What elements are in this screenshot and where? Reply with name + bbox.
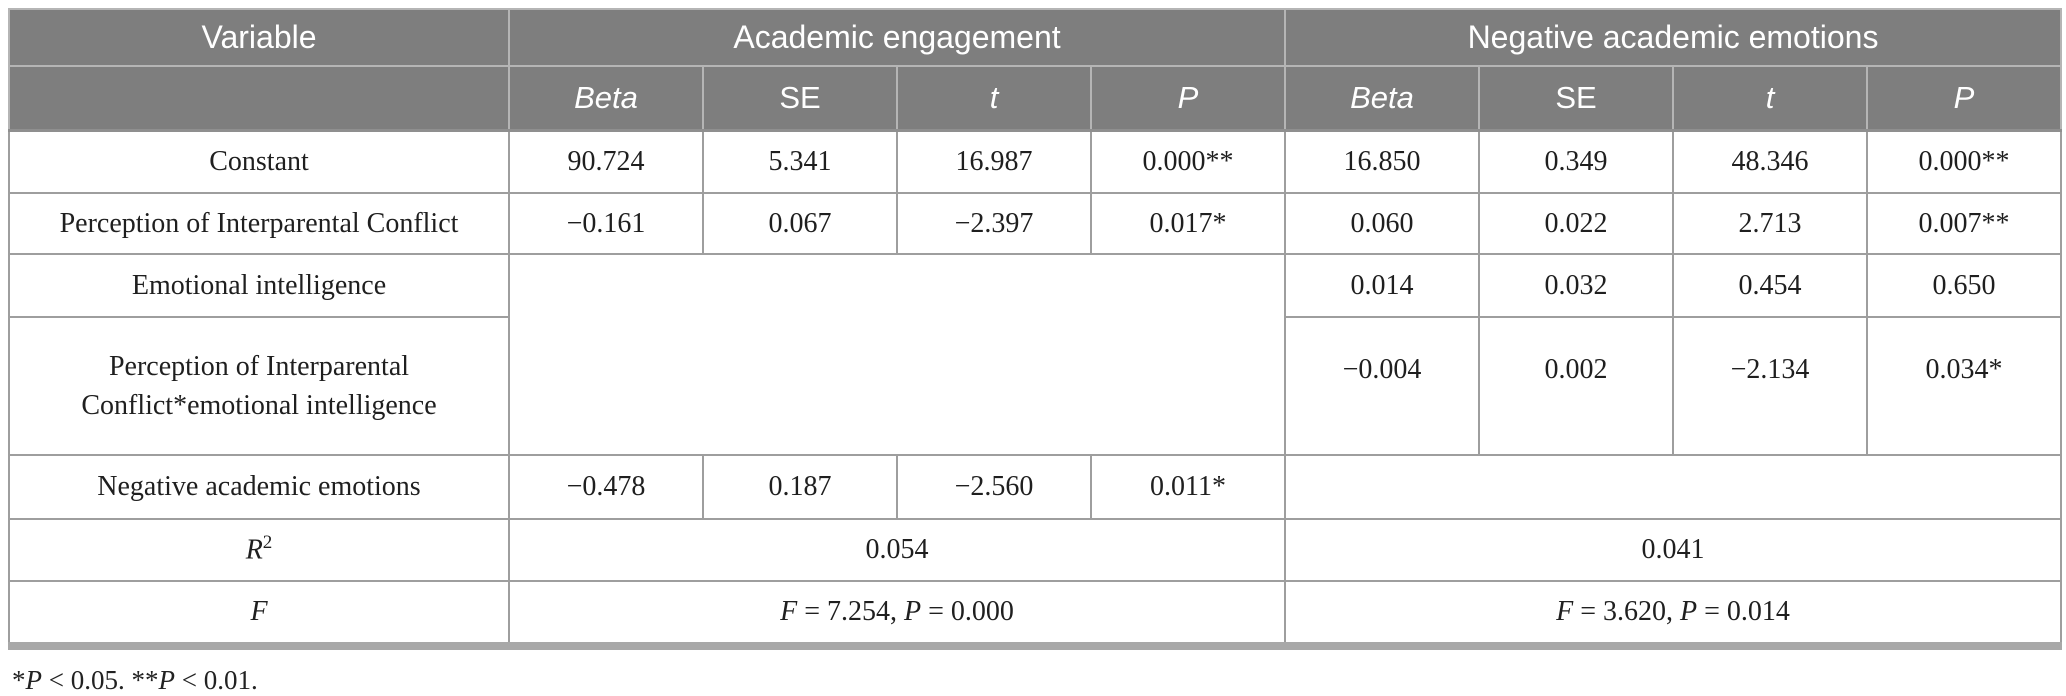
cell-pic-nae-beta: 0.060 [1284, 192, 1480, 255]
header-group-row: Variable Academic engagement Negative ac… [8, 8, 2062, 67]
header-nae-t: t [1672, 65, 1868, 132]
header-nae-p: P [1866, 65, 2062, 132]
row-emotional-intelligence: Emotional intelligence 0.014 0.032 0.454… [8, 253, 2062, 456]
cell-ei-nae-t: 0.454 [1672, 253, 1868, 318]
row-perception-of-interparental-conflict: Perception of Interparental Conflict −0.… [8, 192, 2062, 255]
cell-pic-ae-p: 0.017* [1090, 192, 1286, 255]
cell-picei-nae-se: 0.002 [1478, 316, 1674, 456]
header-variable-spacer [8, 65, 510, 132]
row-label-negative-academic-emotions: Negative academic emotions [8, 454, 510, 520]
row-label-pic: Perception of Interparental Conflict [8, 192, 510, 255]
cell-pic-ae-beta: −0.161 [508, 192, 704, 255]
row-f-statistic: F F = 7.254, P = 0.000 F = 3.620, P = 0.… [8, 580, 2062, 647]
cell-ae-empty-merged [508, 253, 1286, 456]
cell-constant-nae-t: 48.346 [1672, 129, 1868, 194]
cell-constant-ae-p: 0.000** [1090, 129, 1286, 194]
cell-nae-ae-beta: −0.478 [508, 454, 704, 520]
cell-constant-ae-beta: 90.724 [508, 129, 704, 194]
header-ae-p: P [1090, 65, 1286, 132]
row-label-f: F [8, 580, 510, 647]
cell-pic-nae-p: 0.007** [1866, 192, 2062, 255]
cell-nae-ae-t: −2.560 [896, 454, 1092, 520]
cell-r2-ae: 0.054 [508, 518, 1286, 582]
cell-picei-nae-beta: −0.004 [1284, 316, 1480, 456]
cell-pic-nae-se: 0.022 [1478, 192, 1674, 255]
header-group-academic-engagement: Academic engagement [508, 8, 1286, 67]
row-r-squared: R2 0.054 0.041 [8, 518, 2062, 582]
cell-pic-ae-se: 0.067 [702, 192, 898, 255]
header-ae-beta: Beta [508, 65, 704, 132]
f-symbol: F [250, 596, 268, 628]
r-squared-exponent: 2 [262, 532, 273, 554]
cell-ei-nae-p: 0.650 [1866, 253, 2062, 318]
header-nae-se: SE [1478, 65, 1674, 132]
header-group-negative-academic-emotions: Negative academic emotions [1284, 8, 2062, 67]
cell-constant-ae-t: 16.987 [896, 129, 1092, 194]
header-columns-row: Beta SE t P Beta SE t P [8, 65, 2062, 132]
cell-nae-ae-p: 0.011* [1090, 454, 1286, 520]
regression-results-table: Variable Academic engagement Negative ac… [8, 8, 2062, 650]
row-label-emotional-intelligence: Emotional intelligence [8, 253, 510, 318]
row-pic-x-emotional-intelligence: Perception of Interparental Conflict*emo… [8, 316, 2062, 456]
header-variable: Variable [8, 8, 510, 67]
cell-nae-empty-merged [1284, 454, 2062, 520]
row-label-pic-x-ei: Perception of Interparental Conflict*emo… [8, 316, 510, 456]
r-squared-symbol: R [245, 534, 263, 566]
cell-constant-nae-se: 0.349 [1478, 129, 1674, 194]
cell-f-nae: F = 3.620, P = 0.014 [1284, 580, 2062, 647]
cell-f-ae: F = 7.254, P = 0.000 [508, 580, 1286, 647]
row-negative-academic-emotions: Negative academic emotions −0.478 0.187 … [8, 454, 2062, 520]
header-ae-t: t [896, 65, 1092, 132]
row-constant: Constant 90.724 5.341 16.987 0.000** 16.… [8, 129, 2062, 194]
cell-picei-nae-t: −2.134 [1672, 316, 1868, 456]
cell-pic-ae-t: −2.397 [896, 192, 1092, 255]
cell-constant-nae-beta: 16.850 [1284, 129, 1480, 194]
cell-ei-nae-beta: 0.014 [1284, 253, 1480, 318]
row-label-constant: Constant [8, 129, 510, 194]
row-label-r-squared: R2 [8, 518, 510, 582]
cell-nae-ae-se: 0.187 [702, 454, 898, 520]
header-ae-se: SE [702, 65, 898, 132]
cell-picei-nae-p: 0.034* [1866, 316, 2062, 456]
table-footnote: *P < 0.05. **P < 0.01. [12, 665, 258, 695]
cell-constant-nae-p: 0.000** [1866, 129, 2062, 194]
cell-r2-nae: 0.041 [1284, 518, 2062, 582]
cell-constant-ae-se: 5.341 [702, 129, 898, 194]
cell-ei-nae-se: 0.032 [1478, 253, 1674, 318]
cell-pic-nae-t: 2.713 [1672, 192, 1868, 255]
header-nae-beta: Beta [1284, 65, 1480, 132]
